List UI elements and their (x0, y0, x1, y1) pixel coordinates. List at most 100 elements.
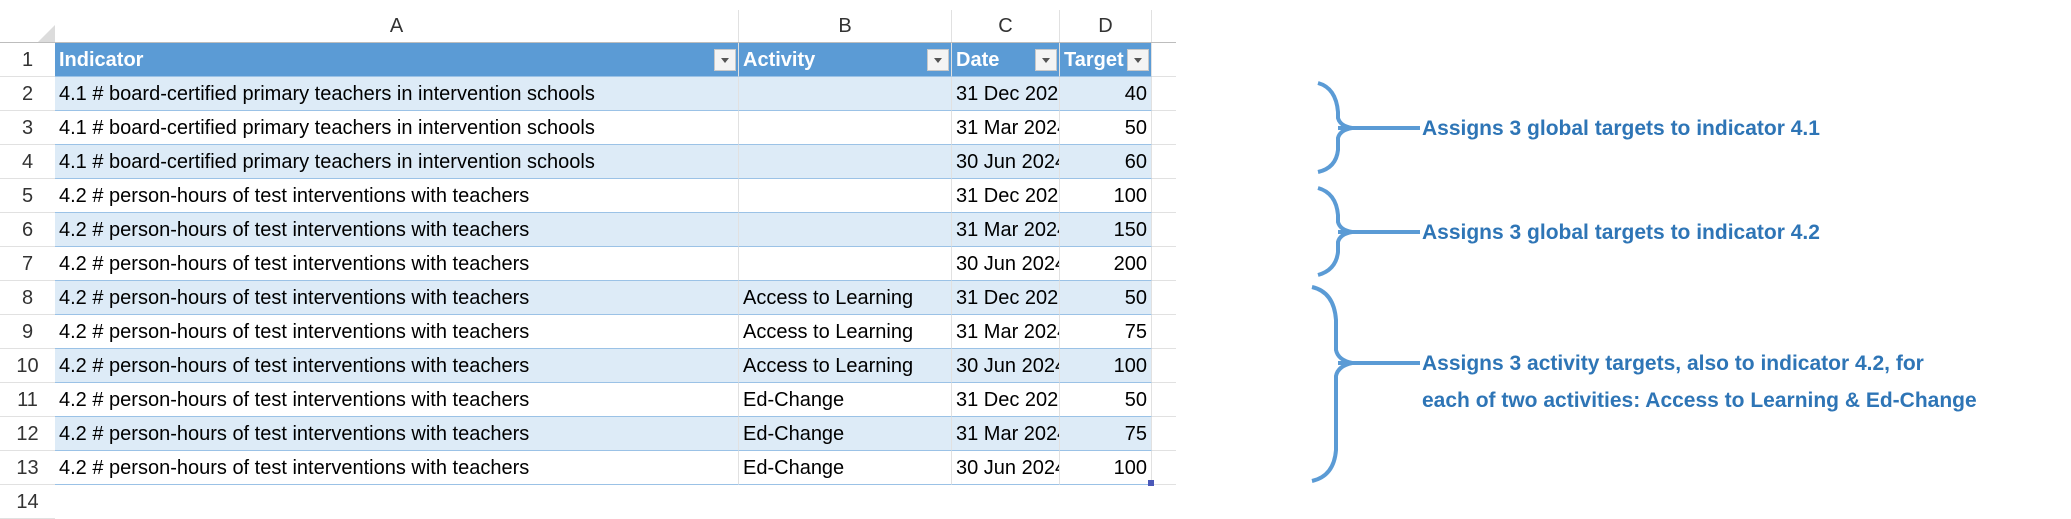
cell-date[interactable]: 31 Dec 2023 (952, 281, 1060, 315)
cell-indicator[interactable]: 4.2 # person-hours of test interventions… (55, 179, 739, 213)
empty-cell[interactable] (1152, 315, 1176, 349)
divider (0, 42, 1176, 43)
cell-target[interactable]: 100 (1060, 451, 1152, 485)
filter-dropdown-icon[interactable] (927, 49, 949, 71)
cell-date[interactable]: 31 Dec 2023 (952, 383, 1060, 417)
empty-cell[interactable] (1152, 43, 1176, 77)
column-header-a[interactable]: A (55, 10, 739, 43)
filter-dropdown-icon[interactable] (714, 49, 736, 71)
cell-date[interactable]: 30 Jun 2024 (952, 145, 1060, 179)
cell-target[interactable]: 60 (1060, 145, 1152, 179)
row-number[interactable]: 7 (0, 247, 55, 281)
table-header-row: 1 Indicator Activity Date Target (0, 43, 1176, 77)
filter-dropdown-icon[interactable] (1035, 49, 1057, 71)
cell-activity[interactable] (739, 111, 952, 145)
cell-activity[interactable] (739, 145, 952, 179)
table-row: 10 4.2 # person-hours of test interventio… (0, 349, 1176, 383)
empty-cell[interactable] (1152, 451, 1176, 485)
row-number[interactable]: 8 (0, 281, 55, 315)
cell-indicator[interactable]: 4.1 # board-certified primary teachers i… (55, 145, 739, 179)
row-number[interactable]: 5 (0, 179, 55, 213)
cell-date[interactable]: 31 Dec 2023 (952, 179, 1060, 213)
cell-indicator[interactable]: 4.1 # board-certified primary teachers i… (55, 77, 739, 111)
cell-activity[interactable]: Access to Learning (739, 315, 952, 349)
table-row: 13 4.2 # person-hours of test interventio… (0, 451, 1176, 485)
header-activity: Activity (739, 43, 952, 77)
cell-activity[interactable]: Ed-Change (739, 451, 952, 485)
cell-target[interactable]: 50 (1060, 383, 1152, 417)
empty-cell[interactable] (1152, 247, 1176, 281)
cell-target[interactable]: 100 (1060, 179, 1152, 213)
cell-indicator[interactable]: 4.2 # person-hours of test interventions… (55, 349, 739, 383)
row-number[interactable]: 2 (0, 77, 55, 111)
cell-indicator[interactable]: 4.2 # person-hours of test interventions… (55, 451, 739, 485)
cell-indicator[interactable]: 4.2 # person-hours of test interventions… (55, 315, 739, 349)
cell-indicator[interactable]: 4.2 # person-hours of test interventions… (55, 281, 739, 315)
cell-activity[interactable]: Ed-Change (739, 417, 952, 451)
empty-cell[interactable] (1152, 281, 1176, 315)
cell-date[interactable]: 31 Mar 2024 (952, 111, 1060, 145)
table-row: 7 4.2 # person-hours of test intervention… (0, 247, 1176, 281)
table-row: 6 4.2 # person-hours of test intervention… (0, 213, 1176, 247)
table-row: 3 4.1 # board-certified primary teachers … (0, 111, 1176, 145)
row-number[interactable]: 1 (0, 43, 55, 77)
select-all-corner[interactable] (0, 10, 55, 43)
empty-cell[interactable] (1152, 383, 1176, 417)
row-number[interactable]: 3 (0, 111, 55, 145)
column-header-b[interactable]: B (739, 10, 952, 43)
column-header-c[interactable]: C (952, 10, 1060, 43)
empty-cell[interactable] (1152, 77, 1176, 111)
empty-cell[interactable] (1152, 111, 1176, 145)
header-label: Activity (743, 49, 816, 71)
empty-cell[interactable] (1152, 179, 1176, 213)
header-date: Date (952, 43, 1060, 77)
table-resize-handle[interactable] (1148, 480, 1154, 486)
cell-target[interactable]: 40 (1060, 77, 1152, 111)
cell-date[interactable]: 31 Mar 2024 (952, 417, 1060, 451)
cell-target[interactable]: 75 (1060, 417, 1152, 451)
cell-date[interactable]: 31 Mar 2024 (952, 213, 1060, 247)
cell-date[interactable]: 30 Jun 2024 (952, 247, 1060, 281)
cell-target[interactable]: 200 (1060, 247, 1152, 281)
cell-activity[interactable]: Access to Learning (739, 349, 952, 383)
row-number[interactable]: 4 (0, 145, 55, 179)
cell-target[interactable]: 100 (1060, 349, 1152, 383)
empty-cell[interactable] (1152, 349, 1176, 383)
cell-target[interactable]: 75 (1060, 315, 1152, 349)
row-number[interactable]: 12 (0, 417, 55, 451)
annotation-text: Assigns 3 activity targets, also to indi… (1422, 352, 1924, 375)
cell-target[interactable]: 150 (1060, 213, 1152, 247)
cell-indicator[interactable]: 4.2 # person-hours of test interventions… (55, 383, 739, 417)
cell-activity[interactable] (739, 213, 952, 247)
cell-target[interactable]: 50 (1060, 281, 1152, 315)
row-number[interactable]: 10 (0, 349, 55, 383)
cell-date[interactable]: 30 Jun 2024 (952, 349, 1060, 383)
cell-activity[interactable]: Access to Learning (739, 281, 952, 315)
brace-icon (1311, 285, 1353, 483)
cell-activity[interactable]: Ed-Change (739, 383, 952, 417)
empty-cell[interactable] (1152, 417, 1176, 451)
column-header-d[interactable]: D (1060, 10, 1152, 43)
row-number[interactable]: 9 (0, 315, 55, 349)
row-number[interactable]: 11 (0, 383, 55, 417)
header-target: Target (1060, 43, 1152, 77)
cell-indicator[interactable]: 4.1 # board-certified primary teachers i… (55, 111, 739, 145)
row-number[interactable]: 6 (0, 213, 55, 247)
table-row: 8 4.2 # person-hours of test intervention… (0, 281, 1176, 315)
table-row: 5 4.2 # person-hours of test intervention… (0, 179, 1176, 213)
cell-date[interactable]: 31 Dec 2023 (952, 77, 1060, 111)
empty-cell[interactable] (1152, 145, 1176, 179)
cell-date[interactable]: 31 Mar 2024 (952, 315, 1060, 349)
row-number[interactable]: 13 (0, 451, 55, 485)
cell-indicator[interactable]: 4.2 # person-hours of test interventions… (55, 247, 739, 281)
cell-indicator[interactable]: 4.2 # person-hours of test interventions… (55, 417, 739, 451)
cell-activity[interactable] (739, 179, 952, 213)
filter-dropdown-icon[interactable] (1127, 49, 1149, 71)
empty-cell[interactable] (1152, 213, 1176, 247)
cell-activity[interactable] (739, 77, 952, 111)
cell-target[interactable]: 50 (1060, 111, 1152, 145)
cell-activity[interactable] (739, 247, 952, 281)
cell-indicator[interactable]: 4.2 # person-hours of test interventions… (55, 213, 739, 247)
cell-date[interactable]: 30 Jun 2024 (952, 451, 1060, 485)
